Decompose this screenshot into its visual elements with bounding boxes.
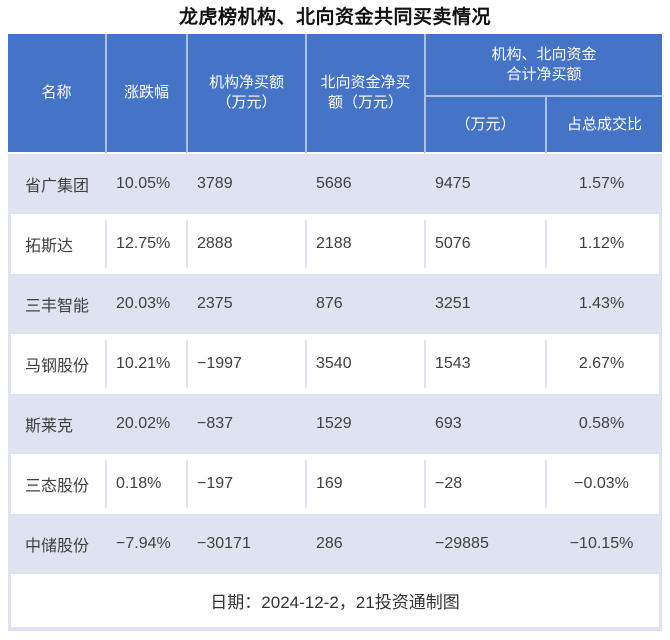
cell-inst: −1997	[186, 334, 305, 394]
header-cell-combined-pct: 占总成交比	[545, 95, 663, 154]
cell-inst: 2888	[186, 214, 305, 274]
header-cell-combined-amount: （万元）	[424, 95, 545, 154]
cell-name: 中储股份	[8, 514, 105, 574]
cell-name: 省广集团	[8, 154, 105, 214]
cell-change: 0.18%	[105, 454, 186, 514]
cell-total: 9475	[424, 154, 545, 214]
table-header: 名称 涨跌幅 机构净买额 （万元） 北向资金净买 额（万元） 机构、北向资金 合…	[8, 34, 663, 154]
cell-total: −28	[424, 454, 545, 514]
cell-pct: 1.57%	[545, 154, 663, 214]
table-body: 省广集团 10.05% 3789 5686 9475 1.57% 拓斯达 12.…	[8, 154, 663, 574]
header-cell-combined-group: 机构、北向资金 合计净买额	[424, 34, 663, 95]
cell-total: 3251	[424, 274, 545, 334]
table-row: 三丰智能 20.03% 2375 876 3251 1.43%	[8, 274, 663, 334]
table-row: 拓斯达 12.75% 2888 2188 5076 1.12%	[8, 214, 663, 274]
cell-inst: −30171	[186, 514, 305, 574]
cell-change: 10.05%	[105, 154, 186, 214]
cell-north: 1529	[305, 394, 424, 454]
cell-total: 1543	[424, 334, 545, 394]
cell-inst: −837	[186, 394, 305, 454]
table-row: 三态股份 0.18% −197 169 −28 −0.03%	[8, 454, 663, 514]
cell-total: −29885	[424, 514, 545, 574]
cell-name: 斯莱克	[8, 394, 105, 454]
cell-pct: 1.43%	[545, 274, 663, 334]
cell-north: 5686	[305, 154, 424, 214]
cell-pct: −10.15%	[545, 514, 663, 574]
cell-pct: 0.58%	[545, 394, 663, 454]
cell-total: 693	[424, 394, 545, 454]
cell-inst: −197	[186, 454, 305, 514]
header-cell-north-net-buy: 北向资金净买 额（万元）	[305, 34, 424, 154]
cell-inst: 2375	[186, 274, 305, 334]
page-title: 龙虎榜机构、北向资金共同买卖情况	[178, 7, 491, 28]
table-row: 中储股份 −7.94% −30171 286 −29885 −10.15%	[8, 514, 663, 574]
table-row: 斯莱克 20.02% −837 1529 693 0.58%	[8, 394, 663, 454]
cell-north: 2188	[305, 214, 424, 274]
cell-pct: 1.12%	[545, 214, 663, 274]
source-note: 日期：2024-12-2，21投资通制图	[8, 574, 663, 631]
cell-north: 3540	[305, 334, 424, 394]
data-table: 名称 涨跌幅 机构净买额 （万元） 北向资金净买 额（万元） 机构、北向资金 合…	[8, 34, 663, 631]
header-cell-change: 涨跌幅	[105, 34, 186, 154]
header-cell-inst-net-buy: 机构净买额 （万元）	[186, 34, 305, 154]
cell-total: 5076	[424, 214, 545, 274]
cell-name: 拓斯达	[8, 214, 105, 274]
header-cell-name: 名称	[8, 34, 105, 154]
cell-north: 286	[305, 514, 424, 574]
table-footer: 日期：2024-12-2，21投资通制图	[8, 574, 663, 631]
cell-change: 20.02%	[105, 394, 186, 454]
cell-name: 三态股份	[8, 454, 105, 514]
cell-north: 169	[305, 454, 424, 514]
cell-change: 10.21%	[105, 334, 186, 394]
table-row: 马钢股份 10.21% −1997 3540 1543 2.67%	[8, 334, 663, 394]
cell-pct: −0.03%	[545, 454, 663, 514]
cell-name: 马钢股份	[8, 334, 105, 394]
cell-change: 20.03%	[105, 274, 186, 334]
cell-change: −7.94%	[105, 514, 186, 574]
cell-pct: 2.67%	[545, 334, 663, 394]
cell-change: 12.75%	[105, 214, 186, 274]
table-row: 省广集团 10.05% 3789 5686 9475 1.57%	[8, 154, 663, 214]
cell-north: 876	[305, 274, 424, 334]
cell-name: 三丰智能	[8, 274, 105, 334]
cell-inst: 3789	[186, 154, 305, 214]
